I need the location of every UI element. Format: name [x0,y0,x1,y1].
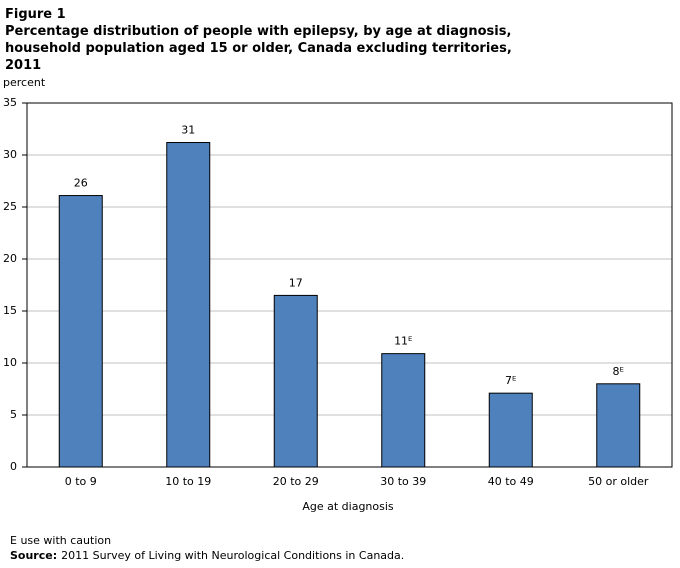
source-text: 2011 Survey of Living with Neurological … [61,549,404,562]
x-axis-label: Age at diagnosis [302,500,394,513]
bar [488,392,533,468]
chart-title-line: 2011 [5,58,42,73]
x-tick-label: 30 to 39 [380,475,426,488]
y-tick-label: 20 [3,252,17,265]
y-tick-label: 0 [10,460,17,473]
y-tick-label: 15 [3,304,17,317]
x-tick-label: 20 to 29 [273,475,319,488]
note: E use with caution [10,534,111,547]
y-tick-label: 35 [3,96,17,109]
y-tick-label: 25 [3,200,17,213]
x-tick-label: 40 to 49 [488,475,534,488]
figure-label: Figure 1 [5,7,66,22]
x-tick-label: 50 or older [588,475,649,488]
bar [596,383,641,468]
data-label: 26 [74,177,88,190]
data-label: 31 [181,124,195,137]
source: Source: 2011 Survey of Living with Neurol… [10,549,404,562]
y-tick-label: 30 [3,148,17,161]
data-label: 8ᴱ [613,365,624,378]
chart-title-line: Percentage distribution of people with e… [5,24,512,39]
x-tick-label: 0 to 9 [65,475,97,488]
chart-title-line: household population aged 15 or older, C… [5,41,512,56]
plot-frame [26,102,673,468]
bar [381,353,426,468]
bar [273,294,318,468]
source-label: Source: [10,549,57,562]
data-label: 7ᴱ [505,374,516,387]
y-tick-label: 10 [3,356,17,369]
x-tick-label: 10 to 19 [165,475,211,488]
data-label: 11ᴱ [394,335,412,348]
data-label: 17 [289,276,303,289]
header: Figure 1 Percentage distribution of peop… [5,6,512,74]
y-axis-label: percent [3,76,46,89]
bar [166,142,211,468]
bar [58,195,103,468]
y-tick-label: 5 [10,408,17,421]
